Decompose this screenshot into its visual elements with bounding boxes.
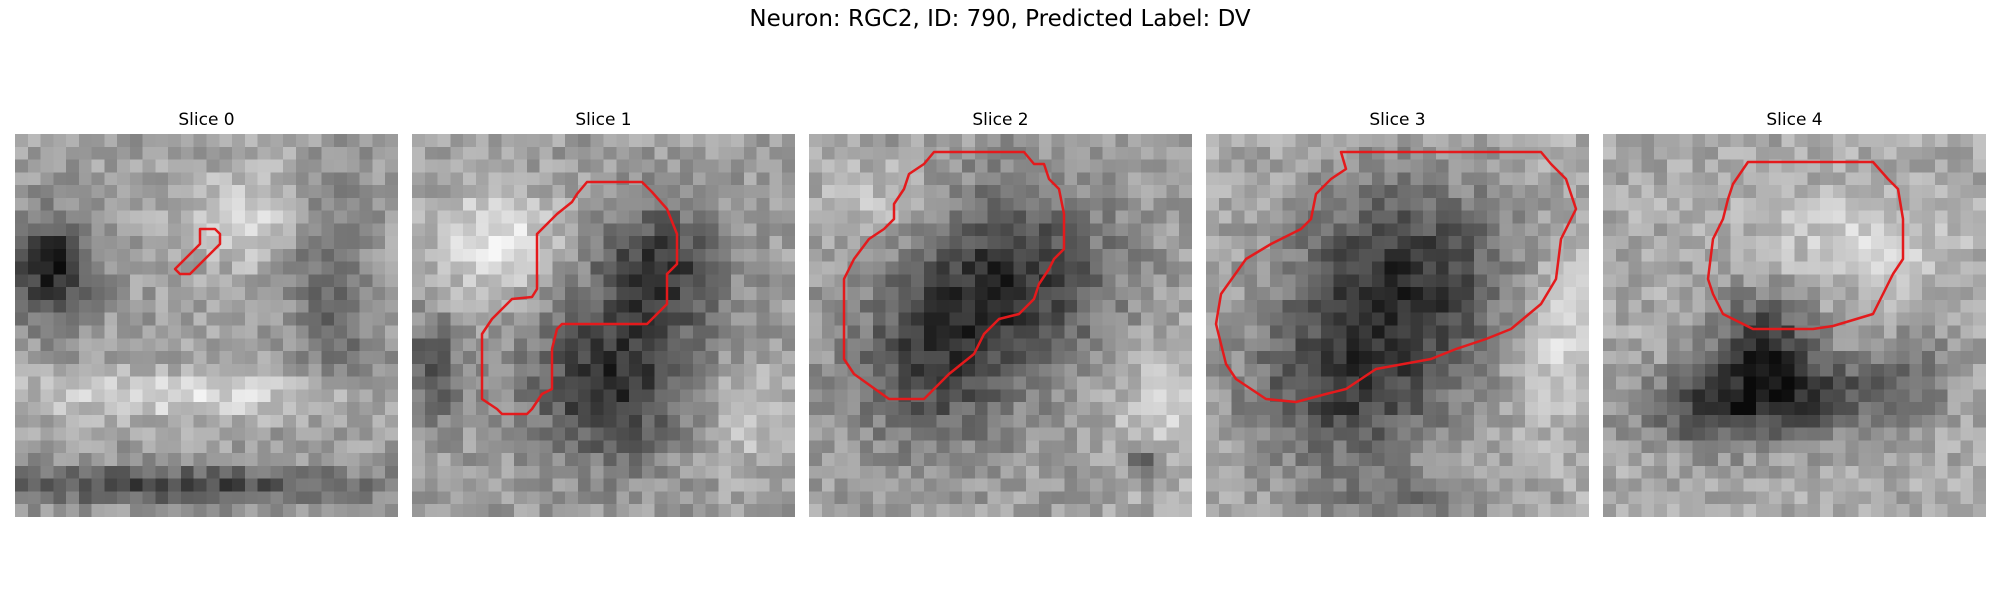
slice-image-0 [15,134,398,517]
slice-title-4: Slice 4 [1766,110,1823,130]
roi-outline-4 [1706,160,1905,331]
slice-grayscale-image-2 [809,134,1192,517]
roi-outline-3 [1214,150,1578,404]
slice-title-1: Slice 1 [575,110,632,130]
slice-grayscale-image-1 [412,134,795,517]
figure-title: Neuron: RGC2, ID: 790, Predicted Label: … [749,6,1251,32]
slice-image-1 [412,134,795,517]
slice-outline-layer-2 [842,150,1066,401]
slice-outline-layer-1 [480,180,679,416]
slice-title-2: Slice 2 [972,110,1029,130]
slice-image-4 [1603,134,1986,517]
slice-outline-layer-4 [1706,160,1905,331]
slice-outline-layer-3 [1214,150,1578,404]
slice-title-0: Slice 0 [178,110,235,130]
slice-image-2 [809,134,1192,517]
slice-grayscale-image-3 [1206,134,1589,517]
roi-outline-1 [480,180,679,416]
slice-title-3: Slice 3 [1369,110,1426,130]
slice-outline-layer-0 [173,227,222,276]
slice-grayscale-image-0 [15,134,398,517]
roi-outline-2 [842,150,1066,401]
slice-grayscale-image-4 [1603,134,1986,517]
slice-image-3 [1206,134,1589,517]
roi-outline-0 [173,227,222,276]
